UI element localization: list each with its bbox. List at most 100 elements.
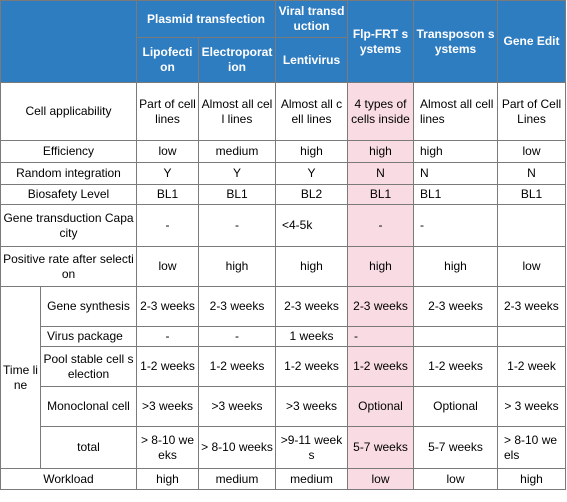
time-line-label: Time line — [0, 286, 41, 469]
comparison-table: Plasmid transfection Viral transduction … — [0, 0, 566, 490]
table-cell: Almost all cell lines — [275, 82, 348, 141]
table-cell: low — [136, 140, 199, 163]
table-cell: Part of cell lines — [136, 82, 199, 141]
table-cell: > 8-10 weeks — [136, 426, 199, 469]
table-cell: 1-2 weeks — [275, 346, 348, 387]
table-cell: low — [497, 246, 566, 287]
table-cell: 5-7 weeks — [413, 426, 498, 469]
row-label: Pool stable cell selection — [40, 346, 137, 387]
row-positive-rate: Positive rate after selection low high h… — [0, 246, 566, 287]
table-cell: high — [413, 246, 498, 287]
row-monoclonal-cell: Monoclonal cell >3 weeks >3 weeks >3 wee… — [1, 386, 566, 427]
table-cell: high — [347, 140, 414, 163]
table-cell: Optional — [347, 386, 414, 427]
header-electroporation: Electroporation — [198, 37, 276, 83]
row-total: total > 8-10 weeks > 8-10 weeks >9-11 we… — [1, 426, 566, 469]
header-transposon: Transposon systems — [413, 0, 498, 83]
row-label: Virus package — [40, 326, 137, 347]
table-cell: Optional — [413, 386, 498, 427]
row-biosafety-level: Biosafety Level BL1 BL1 BL2 BL1 BL1 BL1 — [0, 184, 566, 205]
table-cell — [413, 326, 498, 347]
row-cell-applicability: Cell applicability Part of cell lines Al… — [0, 82, 566, 141]
table-cell: >3 weeks — [198, 386, 276, 427]
table-cell: medium — [275, 468, 348, 490]
header-viral-transduction: Viral transduction — [275, 0, 348, 38]
table-cell: 2-3 weeks — [347, 286, 414, 327]
row-label: Workload — [0, 468, 137, 490]
table-cell: >9-11 weeks — [275, 426, 348, 469]
table-cell: BL1 — [136, 184, 199, 205]
table-cell: 1-2 weeks — [136, 346, 199, 387]
row-efficiency: Efficiency low medium high high high low — [0, 140, 566, 163]
row-pool-stable-cell-selection: Pool stable cell selection 1-2 weeks 1-2… — [1, 346, 566, 387]
header-flp-frt: Flp-FRT systems — [347, 0, 414, 83]
table-cell: Y — [275, 162, 348, 185]
table-cell: low — [347, 468, 414, 490]
table-cell: 2-3 weeks — [198, 286, 276, 327]
table-cell: Y — [198, 162, 276, 185]
table-cell: - — [198, 326, 276, 347]
table-cell: Almost all cell lines — [198, 82, 276, 141]
table-cell: >3 weeks — [275, 386, 348, 427]
table-cell: low — [136, 246, 199, 287]
row-label: Cell applicability — [0, 82, 137, 141]
table-cell: high — [136, 468, 199, 490]
row-label: Gene synthesis — [40, 286, 137, 327]
table-cell: - — [136, 204, 199, 247]
table-cell: medium — [198, 140, 276, 163]
table-cell: 2-3 weeks — [275, 286, 348, 327]
table-cell: high — [497, 468, 566, 490]
table-cell: N — [497, 162, 566, 185]
table-cell: 1-2 weeks — [347, 346, 414, 387]
table-cell: Almost all cell lines — [413, 82, 498, 141]
table-cell: high — [347, 246, 414, 287]
row-label: Gene transduction Capacity — [0, 204, 137, 247]
table-cell: 1-2 weeks — [413, 346, 498, 387]
row-random-integration: Random integration Y Y Y N N N — [0, 162, 566, 185]
header-plasmid-transfection: Plasmid transfection — [136, 0, 276, 38]
table-cell: N — [347, 162, 414, 185]
table-cell: BL1 — [347, 184, 414, 205]
table-cell: 2-3 weeks — [497, 286, 566, 327]
table-cell: - — [413, 204, 498, 247]
row-label: Monoclonal cell — [40, 386, 137, 427]
table-cell: BL2 — [275, 184, 348, 205]
header-corner — [0, 0, 137, 83]
table-cell: high — [275, 140, 348, 163]
row-gene-transduction-capacity: Gene transduction Capacity - - <4-5k - - — [0, 204, 566, 247]
table-cell: - — [136, 326, 199, 347]
table-cell: Part of Cell Lines — [497, 82, 566, 141]
table-cell: - — [347, 326, 414, 347]
table-cell: medium — [198, 468, 276, 490]
table-cell — [497, 204, 566, 247]
table-cell: 1 weeks — [275, 326, 348, 347]
table-cell: low — [413, 468, 498, 490]
row-workload: Workload high medium medium low low high — [0, 468, 566, 490]
table-cell: 4 types of cells inside — [347, 82, 414, 141]
table-cell: > 3 weeks — [497, 386, 566, 427]
row-label: total — [40, 426, 137, 469]
row-gene-synthesis: Time line Gene synthesis 2-3 weeks 2-3 w… — [0, 286, 566, 469]
table-cell: > 8-10 weels — [497, 426, 566, 469]
table-cell: high — [275, 246, 348, 287]
header-lipofection: Lipofection — [136, 37, 199, 83]
row-virus-package: Virus package - - 1 weeks - — [1, 326, 566, 347]
table-cell: Y — [136, 162, 199, 185]
header-lentivirus: Lentivirus — [275, 37, 348, 83]
table-cell: 5-7 weeks — [347, 426, 414, 469]
table-cell: N — [413, 162, 498, 185]
table-cell: <4-5k — [275, 204, 348, 247]
header-gene-edit: Gene Edit — [497, 0, 566, 83]
table-cell: > 8-10 weeks — [198, 426, 276, 469]
row-label: Positive rate after selection — [0, 246, 137, 287]
row-label: Efficiency — [0, 140, 137, 163]
table-cell: >3 weeks — [136, 386, 199, 427]
table-cell — [497, 326, 566, 347]
row-label: Biosafety Level — [0, 184, 137, 205]
table-cell: 2-3 weeks — [413, 286, 498, 327]
table-cell: - — [198, 204, 276, 247]
table-cell: BL1 — [497, 184, 566, 205]
table-cell: high — [413, 140, 498, 163]
table-cell: BL1 — [198, 184, 276, 205]
table-cell: BL1 — [413, 184, 498, 205]
